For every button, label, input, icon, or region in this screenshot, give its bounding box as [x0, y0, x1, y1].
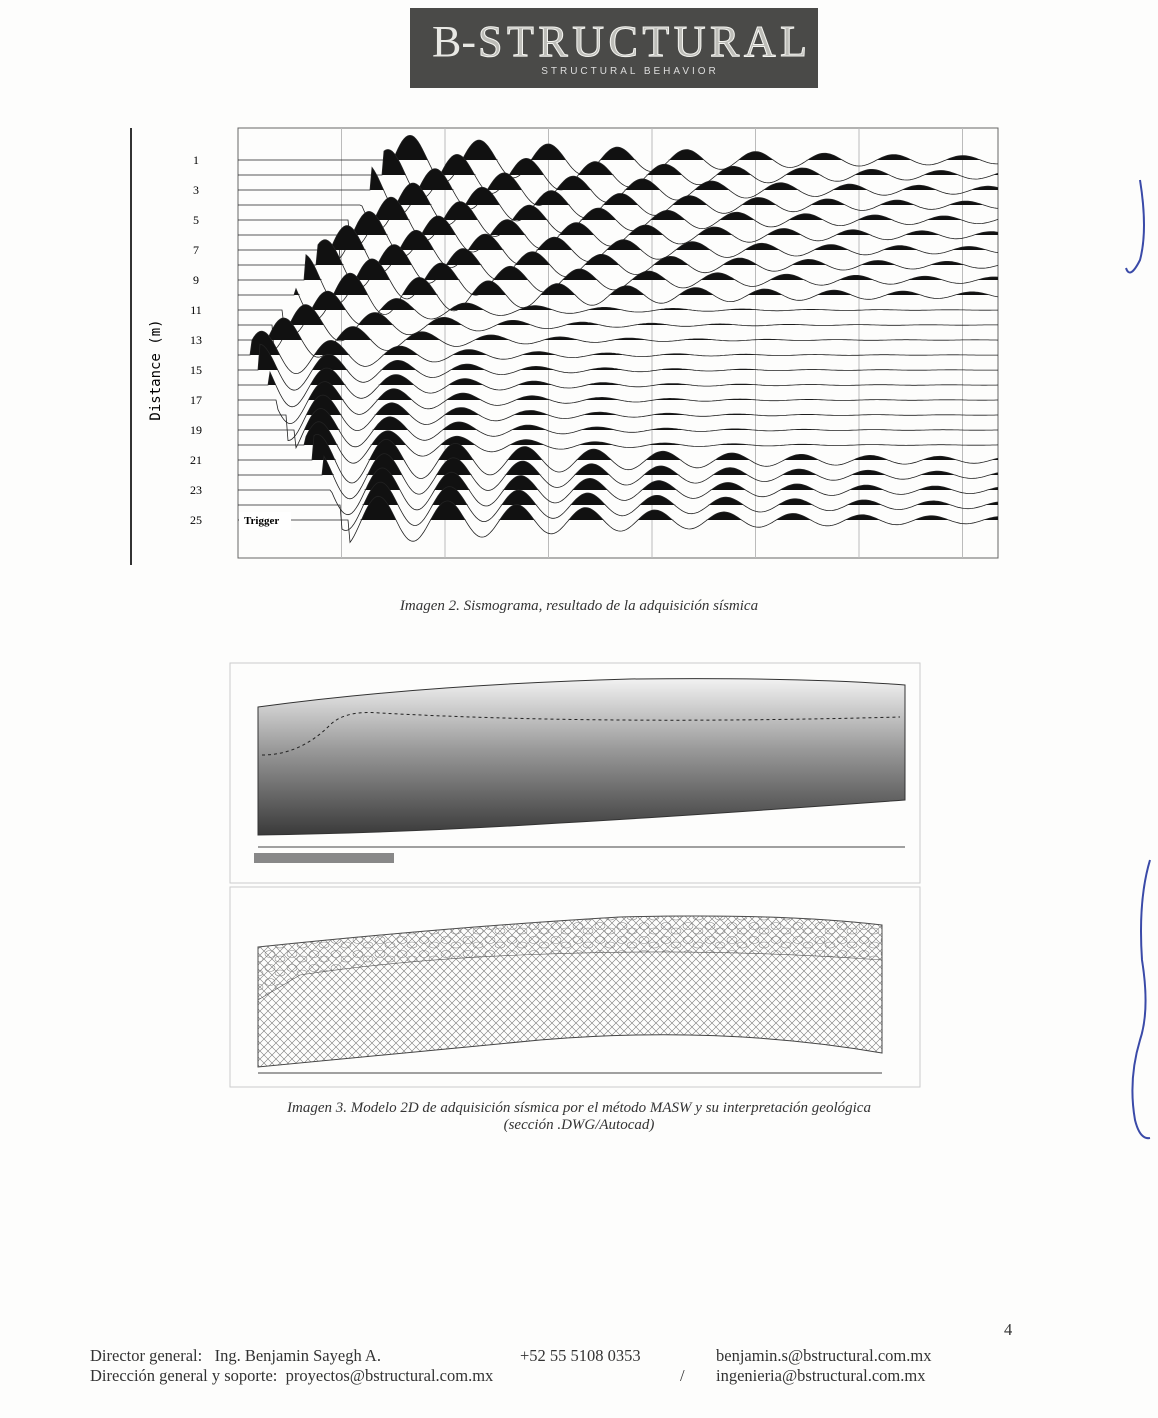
trace-fill — [238, 225, 998, 250]
trace — [238, 453, 999, 500]
email: ingenieria@bstructural.com.mx — [716, 1366, 926, 1385]
trigger-box — [239, 512, 291, 530]
trace-fill — [238, 291, 998, 310]
panel-frame — [229, 662, 921, 884]
trace — [238, 304, 998, 351]
plot-frame — [237, 127, 999, 559]
trace-fill — [238, 496, 998, 520]
trace-fill — [238, 211, 998, 235]
distance-label: 23 — [190, 483, 202, 497]
trace-fill — [238, 344, 998, 370]
caption: Imagen 3. Modelo 2D de adquisición sísmi… — [0, 1100, 1158, 1134]
distance-label: 11 — [190, 303, 202, 317]
y-axis-label: Distance (m) — [148, 319, 164, 420]
trace — [238, 433, 999, 484]
role: Dirección general y soporte: — [90, 1366, 278, 1385]
trace-fill — [238, 434, 998, 460]
trace-fill — [238, 273, 998, 295]
trace — [238, 421, 999, 464]
distance-label: 19 — [190, 423, 202, 437]
trace — [238, 149, 999, 199]
logo-tagline: STRUCTURAL BEHAVIOR — [541, 66, 719, 77]
trace — [238, 330, 998, 375]
trace — [238, 394, 998, 441]
separator: / — [680, 1366, 685, 1385]
masw-figure — [229, 662, 921, 1088]
email: proyectos@bstructural.com.mx — [285, 1366, 494, 1385]
trace — [238, 239, 999, 289]
trace-fill — [238, 304, 998, 325]
caption-line: (sección .DWG/Autocad) — [503, 1117, 655, 1133]
distance-label: 17 — [190, 393, 202, 407]
interface-line — [261, 712, 901, 756]
trace-fill — [238, 167, 998, 190]
footer-line: Dirección general y soporte: proyectos@b… — [90, 1366, 493, 1386]
velocity-section — [257, 678, 906, 836]
logo-main: STRUCTURAL — [478, 17, 808, 66]
distance-label: 5 — [193, 213, 199, 227]
caption-line: Imagen 3. Modelo 2D de adquisición sísmi… — [287, 1100, 871, 1116]
panel-frame — [229, 886, 921, 1088]
footer-line: Director general: Ing. Benjamin Sayegh A… — [90, 1346, 381, 1366]
logo: B- STRUCTURAL STRUCTURAL BEHAVIOR — [410, 8, 818, 88]
trace — [238, 367, 999, 408]
distance-label: 3 — [193, 183, 199, 197]
email: benjamin.s@bstructural.com.mx — [716, 1346, 932, 1365]
trace — [238, 317, 999, 358]
trace-fill — [238, 135, 998, 160]
name: Ing. Benjamin Sayegh A. — [214, 1346, 381, 1365]
trace-fill — [238, 149, 998, 175]
trigger-label: Trigger — [244, 515, 279, 527]
distance-label: 9 — [193, 273, 199, 287]
trace — [238, 381, 998, 425]
trace-fill — [238, 408, 998, 430]
trace — [238, 343, 998, 391]
trace — [238, 196, 999, 246]
fill-layer — [257, 915, 883, 1001]
trace-fill — [238, 467, 998, 490]
trace — [238, 134, 998, 183]
trace-fill — [238, 421, 998, 445]
role: Director general: — [90, 1346, 203, 1365]
phone: +52 55 5108 0353 — [520, 1346, 641, 1365]
caption: Imagen 2. Sismograma, resultado de la ad… — [399, 598, 759, 614]
trace — [238, 467, 999, 516]
distance-label: 21 — [190, 453, 202, 467]
trace-fill — [238, 482, 998, 505]
trace-fill — [238, 453, 998, 475]
trace — [238, 481, 999, 531]
distance-label: 15 — [190, 363, 202, 377]
trace — [238, 182, 999, 230]
distance-label: 13 — [190, 333, 202, 347]
logo-prefix: B- — [432, 17, 476, 66]
trace-fill — [238, 318, 998, 340]
color-scale — [254, 853, 394, 863]
trace-fill — [238, 381, 998, 400]
distance-label: 7 — [193, 243, 199, 257]
logo-box — [410, 8, 818, 88]
trace — [238, 225, 999, 273]
trace — [238, 408, 998, 450]
distance-label: 25 — [190, 513, 202, 527]
trace-fill — [238, 239, 998, 265]
trace-fill — [238, 197, 998, 220]
trace — [238, 495, 999, 544]
page-number: 4 — [1004, 1320, 1013, 1339]
trace — [238, 272, 999, 320]
trace-fill — [238, 395, 998, 415]
distance-label: 1 — [193, 153, 199, 167]
trace-fill — [238, 254, 998, 280]
